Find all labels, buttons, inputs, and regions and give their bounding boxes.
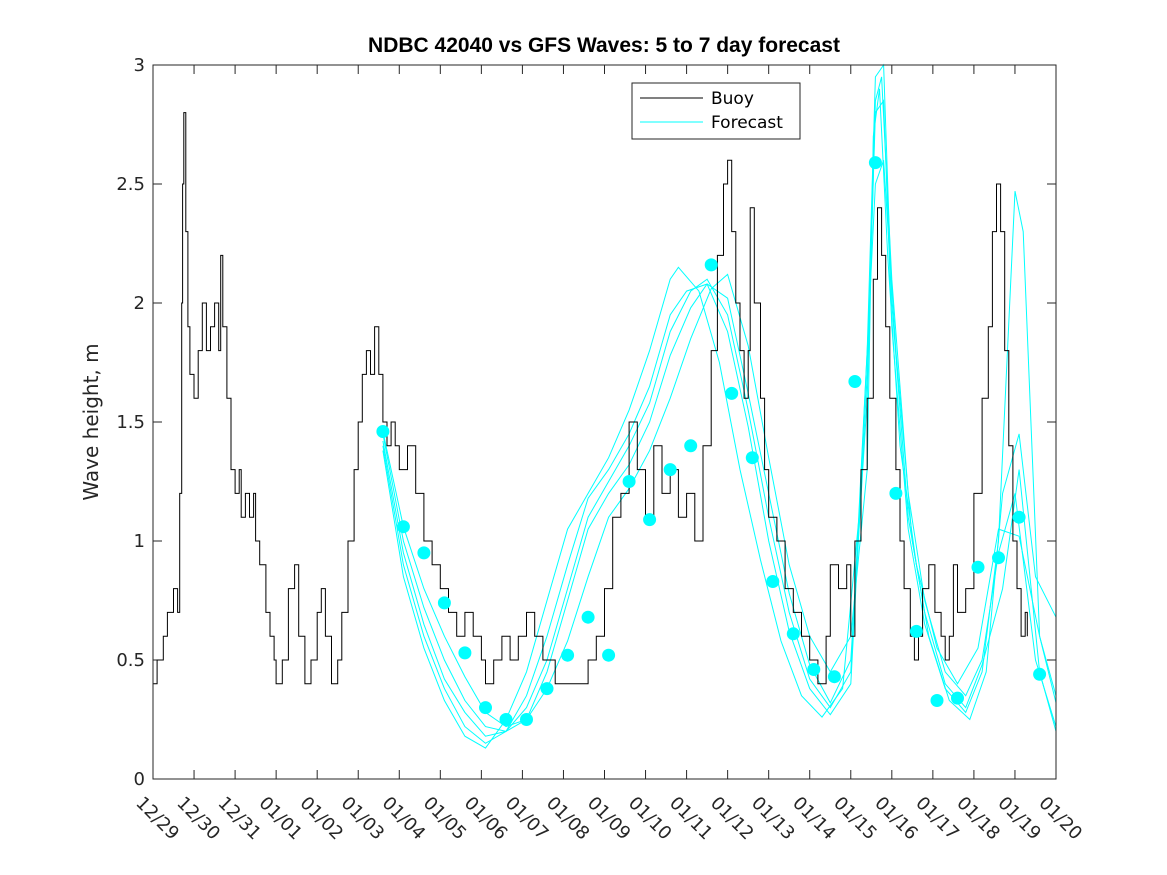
forecast-point bbox=[1012, 510, 1026, 524]
y-axis-label: Wave height, m bbox=[79, 343, 103, 500]
forecast-point bbox=[684, 439, 698, 453]
forecast-point bbox=[643, 513, 657, 527]
forecast-point bbox=[479, 701, 492, 715]
forecast-point bbox=[951, 691, 964, 705]
legend-buoy-label: Buoy bbox=[711, 89, 754, 109]
forecast-point bbox=[725, 386, 739, 400]
forecast-point bbox=[396, 520, 410, 534]
legend-box bbox=[631, 82, 801, 140]
forecast-point bbox=[417, 546, 431, 560]
forecast-point bbox=[540, 682, 554, 696]
axis-ticks bbox=[152, 64, 1057, 780]
forecast-point bbox=[581, 610, 595, 624]
forecast-point bbox=[971, 560, 985, 574]
forecast-point bbox=[458, 646, 472, 660]
y-tick-label: 0 bbox=[134, 769, 145, 790]
forecast-point bbox=[827, 670, 841, 684]
forecast-point bbox=[437, 596, 451, 610]
y-tick-label: 3 bbox=[134, 55, 145, 76]
forecast-point bbox=[930, 694, 944, 707]
forecast-point bbox=[376, 425, 390, 438]
forecast-point bbox=[745, 451, 759, 465]
forecast-point bbox=[1033, 667, 1047, 681]
legend-forecast-label: Forecast bbox=[711, 113, 783, 133]
y-tick-label: 1.5 bbox=[116, 412, 145, 433]
legend: Buoy Forecast bbox=[631, 82, 801, 140]
forecast-point bbox=[889, 486, 903, 500]
forecast-point bbox=[520, 713, 533, 726]
axes-box bbox=[152, 64, 1057, 780]
y-tick-label: 2 bbox=[134, 293, 145, 314]
chart-title: NDBC 42040 vs GFS Waves: 5 to 7 day fore… bbox=[368, 34, 840, 57]
forecast-point bbox=[561, 648, 575, 662]
y-tick-labels: 0 0.5 1 1.5 2 2.5 3 bbox=[116, 55, 145, 790]
data-series bbox=[153, 63, 1057, 749]
forecast-point bbox=[499, 713, 513, 726]
forecast-point bbox=[786, 627, 800, 641]
y-tick-label: 0.5 bbox=[116, 650, 145, 671]
forecast-point bbox=[704, 258, 718, 272]
y-tick-label: 2.5 bbox=[116, 174, 145, 195]
forecast-point bbox=[602, 648, 616, 662]
forecast-point bbox=[909, 624, 923, 638]
forecast-point bbox=[992, 551, 1005, 565]
plot-area bbox=[153, 65, 1056, 779]
forecast-point bbox=[622, 475, 636, 488]
forecast-line bbox=[382, 88, 1057, 728]
forecast-point bbox=[848, 375, 862, 388]
buoy-line bbox=[153, 112, 1028, 685]
forecast-point bbox=[868, 156, 882, 170]
forecast-point bbox=[807, 663, 821, 676]
forecast-point bbox=[663, 463, 677, 477]
forecast-line bbox=[382, 99, 1057, 744]
y-tick-label: 1 bbox=[134, 531, 145, 552]
forecast-point bbox=[766, 575, 780, 588]
